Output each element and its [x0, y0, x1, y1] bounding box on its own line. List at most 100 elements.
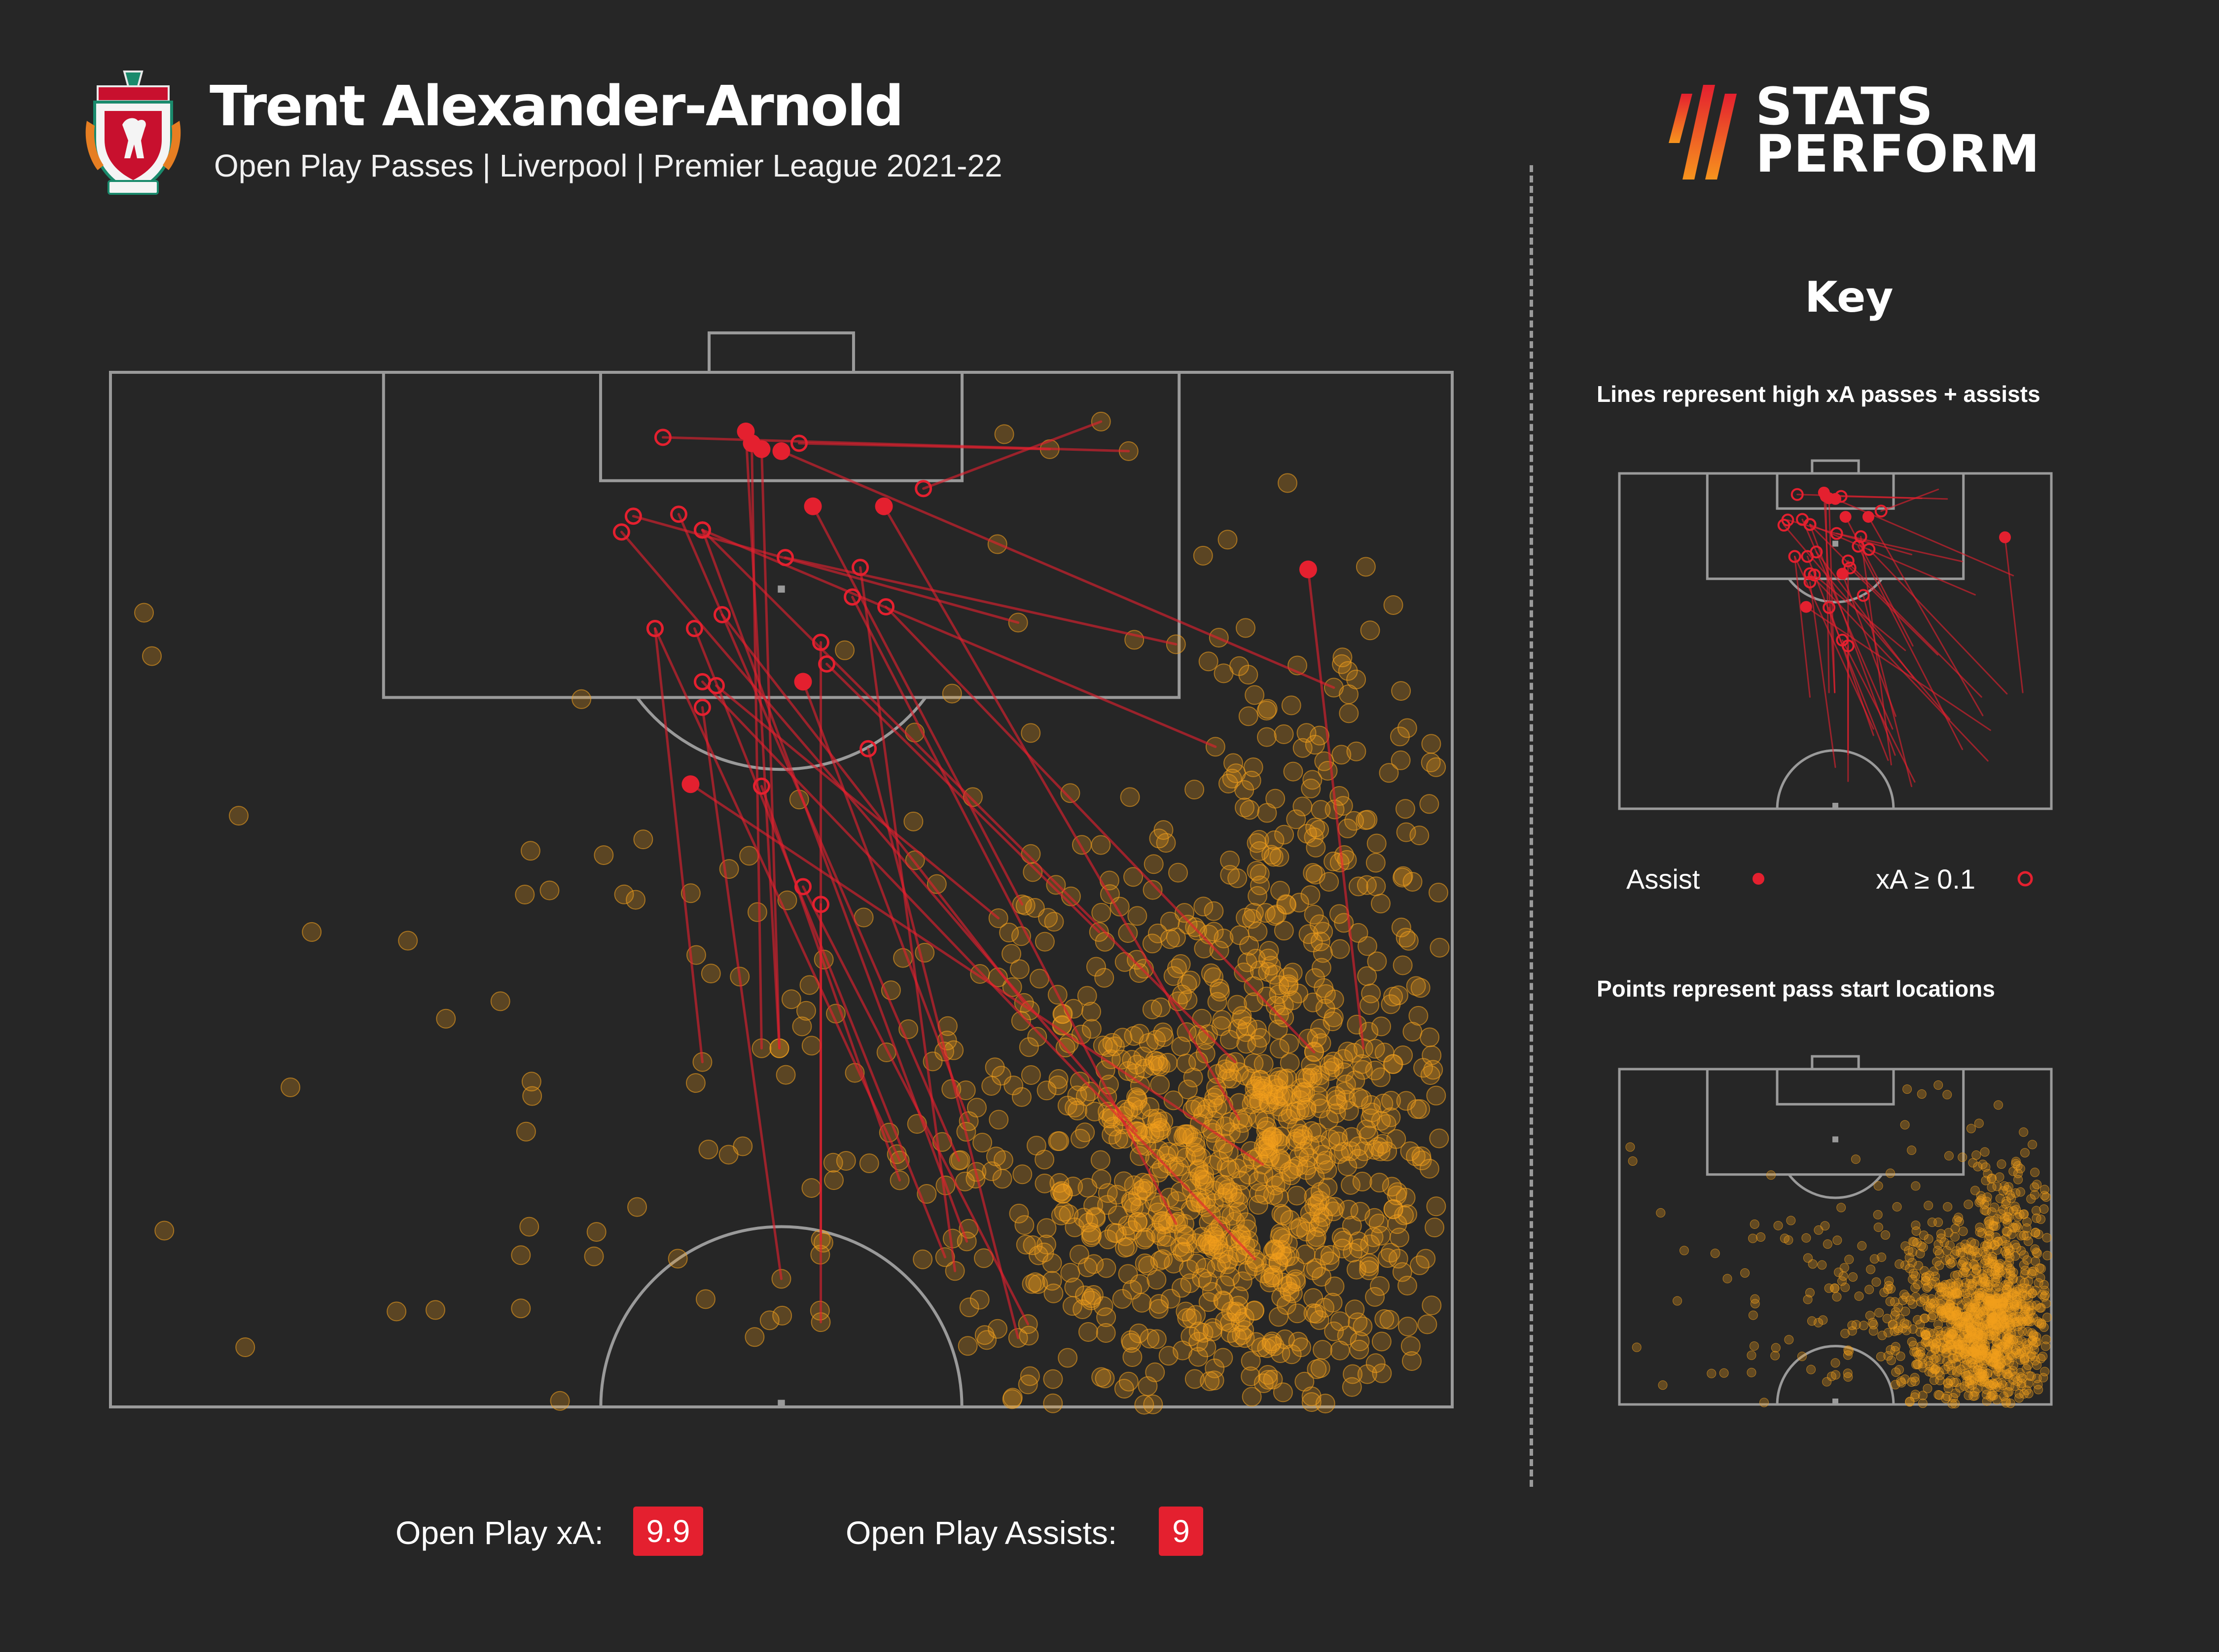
pass-start-point — [1184, 1369, 1205, 1389]
pass-start-point — [1419, 1158, 1439, 1179]
pass-start-point — [1981, 1206, 1991, 1216]
pass-start-point — [1002, 1388, 1023, 1408]
pass-start-point — [2015, 1293, 2025, 1303]
pass-start-point — [1256, 700, 1277, 720]
pass-start-point — [1219, 1030, 1240, 1050]
pass-start-point — [1083, 1285, 1104, 1305]
pass-start-point — [1911, 1226, 1921, 1236]
pass-start-point — [1884, 1276, 1894, 1286]
pass-start-point — [1305, 735, 1325, 755]
pass-start-point — [2041, 1192, 2051, 1202]
pass-start-point — [1391, 917, 1411, 937]
pass-start-point — [2018, 1209, 2028, 1219]
pass-start-point — [1632, 1342, 1642, 1352]
pass-start-point — [1908, 1237, 1918, 1247]
pass-start-point — [1253, 1054, 1274, 1074]
pass-start-point — [1265, 1175, 1286, 1195]
pass-start-point — [2002, 1268, 2011, 1278]
pass-start-point — [1324, 1201, 1344, 1221]
pass-start-point — [1844, 1255, 1854, 1264]
pass-start-point — [1981, 1162, 1991, 1172]
pass-start-point — [1365, 1039, 1385, 1059]
pass-start-point — [1250, 841, 1270, 861]
pass-start-point — [1899, 1318, 1909, 1328]
pass-start-point — [1961, 1368, 1970, 1378]
pass-start-point — [1958, 1226, 1968, 1236]
pass-start-point — [1891, 1380, 1900, 1390]
pass-start-point — [2022, 1255, 2032, 1265]
pass-start-point — [1358, 936, 1378, 956]
pass-start-point — [1371, 1067, 1391, 1087]
pass-start-point — [1021, 1065, 1041, 1085]
pass-start-point — [1214, 929, 1234, 949]
pass-start-point — [1150, 997, 1171, 1017]
pass-start-point — [2004, 1336, 2013, 1346]
pass-start-point — [1749, 1341, 1759, 1351]
pass-start-point — [1814, 1318, 1824, 1328]
pass-start-point — [1204, 967, 1224, 987]
brand-line-1: STATS — [1755, 76, 1934, 137]
pass-start-point — [1953, 1213, 1963, 1222]
pass-start-point — [1245, 685, 1265, 705]
pass-start-point — [1120, 1330, 1141, 1350]
pass-start-point — [1924, 1201, 1933, 1211]
pass-start-point — [1952, 1368, 1962, 1378]
pass-start-point — [1373, 1093, 1394, 1113]
pass-start-point — [1995, 1382, 2004, 1392]
pass-start-point — [1253, 1136, 1274, 1156]
pass-start-point — [1978, 1306, 1988, 1316]
pass-start-point — [1303, 1260, 1323, 1280]
pass-start-point — [1719, 1368, 1729, 1378]
pass-start-point — [1175, 903, 1195, 923]
pass-start-point — [1344, 811, 1364, 831]
pass-start-point — [1048, 1069, 1069, 1089]
pass-start-point — [1917, 1089, 1927, 1099]
pass-start-point — [1268, 1071, 1288, 1091]
pass-start-point — [1357, 1364, 1377, 1384]
pass-start-point — [1205, 1358, 1225, 1378]
pass-start-point — [1989, 1259, 1999, 1269]
pass-start-point — [1656, 1208, 1666, 1218]
pass-start-point — [1953, 1289, 1963, 1299]
pass-start-point — [1042, 1271, 1062, 1291]
pass-start-point — [1381, 1243, 1401, 1263]
pass-start-point — [2014, 1393, 2024, 1403]
pass-start-point — [1991, 1370, 2001, 1380]
pass-start-point — [1131, 1180, 1151, 1200]
pass-start-point — [1281, 1274, 1301, 1294]
pass-start-point — [1929, 1340, 1939, 1350]
pass-start-point — [1797, 1352, 1807, 1362]
pass-start-point — [1426, 757, 1446, 777]
pass-start-point — [1901, 1292, 1911, 1302]
pass-start-point — [1966, 1124, 1976, 1134]
pass-start-point — [1908, 1324, 1918, 1334]
pass-start-point — [1201, 963, 1221, 983]
pass-start-point — [1900, 1241, 1910, 1251]
penalty-arc — [636, 696, 927, 771]
pass-start-points — [134, 411, 1450, 1415]
pass-start-point — [2020, 1265, 2030, 1275]
pass-start-point — [1352, 1172, 1372, 1192]
pass-start-point — [1220, 1266, 1240, 1287]
stats-perform-slashes-icon — [1669, 85, 1737, 180]
pass-start-point — [1310, 1135, 1330, 1155]
pass-start-point — [1075, 1122, 1095, 1143]
pass-start-point — [2032, 1213, 2041, 1223]
page-subtitle: Open Play Passes | Liverpool | Premier L… — [214, 148, 1002, 183]
pass-start-point — [1964, 1244, 1973, 1254]
pass-start-point — [1426, 1085, 1446, 1106]
pass-start-point — [1259, 1272, 1280, 1293]
pass-start-point — [1918, 1399, 1928, 1408]
pass-start-point — [1900, 1306, 1910, 1316]
pass-start-point — [2023, 1315, 2033, 1325]
pass-start-point — [1958, 1152, 1968, 1162]
pass-start-point — [1868, 1326, 1878, 1336]
pass-start-point — [1771, 1343, 1781, 1353]
pass-start-point — [1142, 1000, 1162, 1020]
pass-start-point — [1370, 1276, 1390, 1296]
stats-perform-logo: STATS PERFORM — [1662, 81, 2040, 186]
pass-start-point — [1069, 1245, 1089, 1265]
pass-start-point — [1238, 706, 1258, 726]
pass-start-point — [1935, 1375, 1945, 1385]
pass-start-point — [1944, 1151, 1954, 1161]
